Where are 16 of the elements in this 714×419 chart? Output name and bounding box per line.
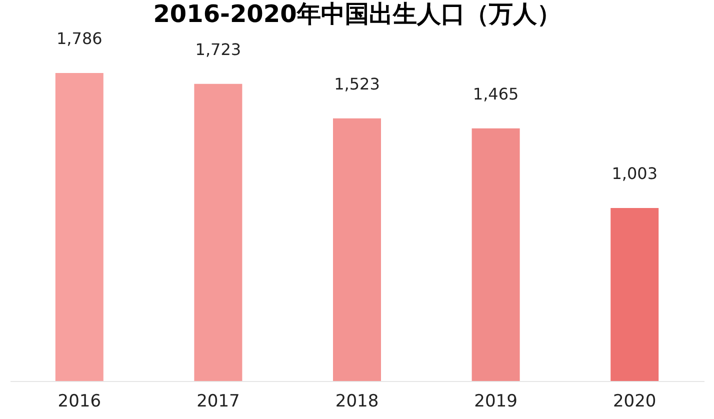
x-tick-label: 2017 — [196, 392, 240, 412]
bar — [55, 73, 104, 381]
bar — [610, 208, 659, 381]
x-tick-label: 2020 — [612, 392, 656, 412]
bar — [472, 128, 520, 381]
x-tick-label: 2019 — [474, 392, 518, 412]
data-label: 1,723 — [195, 40, 242, 59]
bar — [194, 84, 242, 381]
data-label: 1,465 — [472, 84, 519, 104]
x-tick-label: 2018 — [335, 392, 379, 412]
data-label: 1,786 — [56, 29, 102, 48]
x-tick-label: 2016 — [58, 392, 102, 412]
bar — [333, 118, 381, 381]
chart-title: 2016-2020年中国出生人口（万人） — [153, 0, 561, 28]
data-label: 1,523 — [334, 74, 380, 94]
data-label: 1,003 — [612, 164, 658, 184]
